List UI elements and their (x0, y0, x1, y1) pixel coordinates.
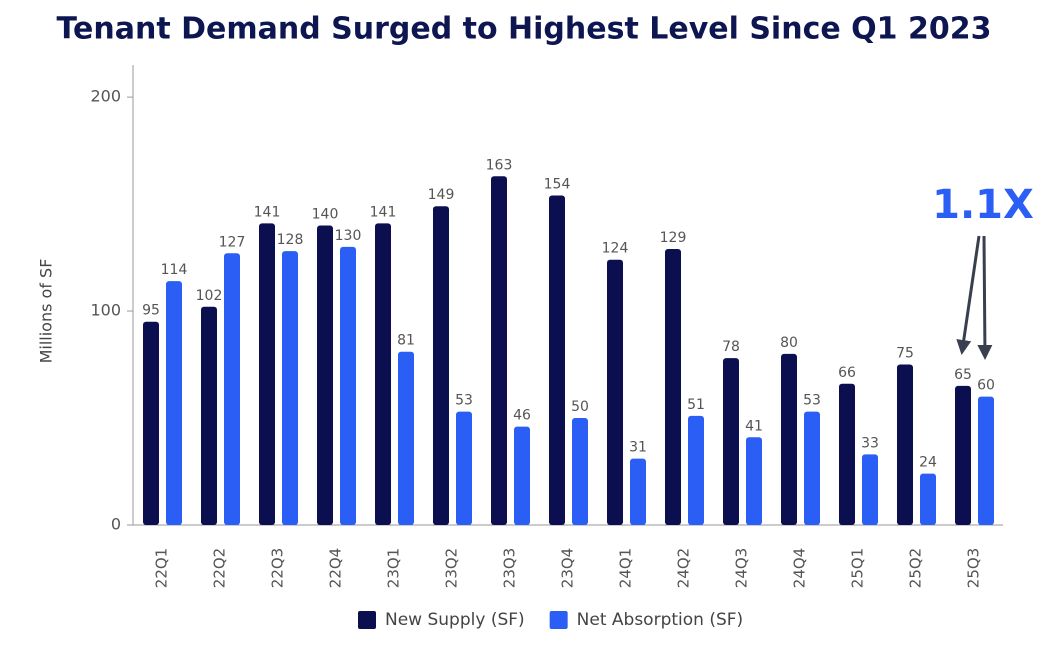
x-tick-label: 23Q3 (501, 548, 519, 588)
bar (978, 396, 994, 525)
value-label: 75 (896, 346, 914, 362)
value-label: 149 (428, 187, 455, 203)
value-label: 53 (455, 393, 473, 409)
value-label: 124 (602, 241, 629, 257)
bar (143, 321, 159, 525)
bar (862, 454, 878, 525)
bar (746, 437, 762, 525)
legend-label: New Supply (SF) (385, 610, 525, 630)
value-label: 154 (544, 177, 571, 193)
value-label: 41 (745, 418, 763, 434)
bar (317, 225, 333, 525)
x-tick-label: 24Q2 (675, 548, 693, 588)
value-label: 102 (196, 288, 223, 304)
x-tick-label: 25Q3 (965, 548, 983, 588)
bar (897, 364, 913, 525)
bar (630, 458, 646, 525)
value-label: 24 (919, 455, 937, 471)
value-label: 141 (254, 204, 281, 220)
bar (340, 246, 356, 525)
value-label: 78 (722, 339, 740, 355)
x-tick-label: 24Q3 (733, 548, 751, 588)
value-label: 129 (660, 230, 687, 246)
value-label: 66 (838, 365, 856, 381)
x-tick-label: 25Q2 (907, 548, 925, 588)
value-label: 33 (861, 435, 879, 451)
value-label: 95 (142, 303, 160, 319)
x-tick-label: 22Q1 (153, 548, 171, 588)
legend-label: Net Absorption (SF) (577, 610, 744, 630)
value-label: 50 (571, 399, 589, 415)
x-tick-label: 23Q4 (559, 548, 577, 588)
bar (781, 353, 797, 525)
value-label: 46 (513, 408, 531, 424)
x-tick-label: 23Q2 (443, 548, 461, 588)
y-tick-label: 200 (90, 87, 121, 106)
bar (688, 415, 704, 525)
bar (804, 411, 820, 525)
x-tick-label: 22Q4 (327, 548, 345, 588)
value-label: 51 (687, 397, 705, 413)
bar (920, 473, 936, 525)
bar (839, 383, 855, 525)
value-label: 65 (954, 367, 972, 383)
x-tick-label: 24Q4 (791, 548, 809, 588)
annotation: 1.1X (932, 182, 1034, 228)
value-label: 53 (803, 393, 821, 409)
bar (514, 426, 530, 525)
bar (433, 206, 449, 526)
bar (607, 259, 623, 525)
value-label: 127 (219, 234, 246, 250)
bar (723, 358, 739, 525)
value-label: 60 (977, 378, 995, 394)
bar (166, 281, 182, 525)
bar (665, 249, 681, 525)
value-label: 31 (629, 440, 647, 456)
arrow (977, 235, 993, 360)
x-tick-label: 24Q1 (617, 548, 635, 588)
bar (491, 176, 507, 526)
y-tick-label: 100 (90, 301, 121, 320)
bar (456, 411, 472, 525)
value-label: 114 (161, 262, 188, 278)
x-tick-label: 22Q2 (211, 548, 229, 588)
y-axis-label: Millions of SF (37, 259, 56, 364)
bar (572, 418, 588, 525)
value-label: 140 (312, 206, 339, 222)
value-label: 130 (335, 228, 362, 244)
value-label: 81 (397, 333, 415, 349)
value-label: 80 (780, 335, 798, 351)
bar (282, 251, 298, 526)
legend-swatch (549, 611, 568, 629)
bar (201, 306, 217, 525)
value-label: 163 (486, 157, 513, 173)
arrow (956, 235, 981, 355)
y-tick-label: 0 (111, 515, 121, 534)
bar (398, 351, 414, 525)
value-label: 128 (277, 232, 304, 248)
value-label: 141 (370, 204, 397, 220)
bar (549, 195, 565, 525)
legend-swatch (358, 611, 376, 629)
x-tick-label: 25Q1 (849, 548, 867, 588)
x-tick-label: 22Q3 (269, 548, 287, 588)
bar (224, 253, 240, 526)
bar (259, 223, 275, 526)
bar (955, 385, 971, 525)
x-tick-label: 23Q1 (385, 548, 403, 588)
bar (375, 223, 391, 526)
chart-title: Tenant Demand Surged to Highest Level Si… (57, 12, 992, 47)
